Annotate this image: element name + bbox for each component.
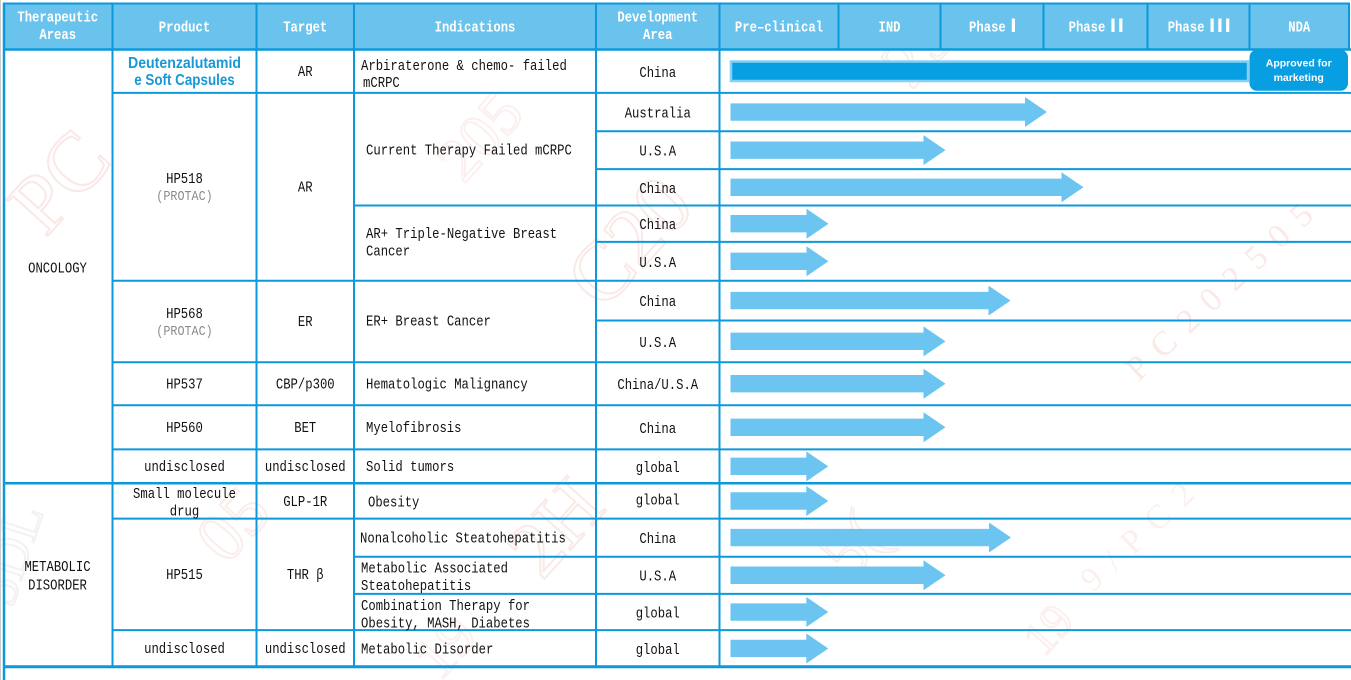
svg-text:global: global: [636, 606, 680, 623]
svg-text:undisclosed: undisclosed: [265, 459, 346, 476]
svg-text:AR: AR: [298, 180, 313, 197]
svg-text:undisclosed: undisclosed: [144, 641, 225, 658]
svg-text:Areas: Areas: [39, 27, 76, 44]
svg-text:Obesity, MASH, Diabetes: Obesity, MASH, Diabetes: [361, 615, 530, 632]
svg-text:Hematologic Malignancy: Hematologic Malignancy: [366, 377, 528, 394]
svg-text:AR: AR: [298, 64, 313, 81]
svg-text:global: global: [636, 493, 680, 510]
svg-text:China/U.S.A: China/U.S.A: [617, 377, 698, 394]
svg-text:marketing: marketing: [1274, 72, 1324, 84]
svg-text:Product: Product: [159, 20, 210, 37]
svg-text:HP515: HP515: [166, 567, 203, 584]
svg-text:CBP/p300: CBP/p300: [276, 377, 335, 394]
svg-text:Therapeutic: Therapeutic: [17, 9, 98, 26]
svg-text:AR+ Triple-Negative Breast: AR+ Triple-Negative Breast: [366, 226, 557, 243]
svg-text:U.S.A: U.S.A: [639, 569, 676, 586]
svg-text:U.S.A: U.S.A: [639, 335, 676, 352]
svg-text:Indications: Indications: [435, 20, 516, 37]
svg-text:Metabolic Associated: Metabolic Associated: [361, 561, 508, 578]
svg-text:Development: Development: [617, 9, 698, 26]
svg-text:HP537: HP537: [166, 377, 203, 394]
svg-text:Area: Area: [643, 27, 672, 44]
svg-text:China: China: [639, 531, 676, 548]
svg-text:(PROTAC): (PROTAC): [156, 190, 212, 205]
svg-text:ER: ER: [298, 314, 313, 331]
svg-text:global: global: [636, 642, 680, 659]
svg-text:Deutenzalutamid: Deutenzalutamid: [128, 55, 241, 72]
svg-text:China: China: [639, 65, 676, 82]
svg-text:e Soft Capsules: e Soft Capsules: [134, 72, 235, 89]
svg-text:BET: BET: [294, 420, 316, 437]
svg-text:Current Therapy Failed mCRPC: Current Therapy Failed mCRPC: [366, 143, 572, 160]
svg-text:Target: Target: [283, 20, 327, 37]
svg-text:ER+ Breast Cancer: ER+ Breast Cancer: [366, 314, 491, 331]
svg-text:China: China: [639, 181, 676, 198]
svg-text:undisclosed: undisclosed: [265, 641, 346, 658]
svg-text:DISORDER: DISORDER: [28, 578, 87, 595]
svg-text:Steatohepatitis: Steatohepatitis: [361, 578, 471, 595]
svg-text:China: China: [639, 217, 676, 234]
svg-text:China: China: [639, 421, 676, 438]
svg-text:global: global: [636, 460, 680, 477]
svg-text:(PROTAC): (PROTAC): [156, 325, 212, 340]
svg-text:Approved for: Approved for: [1266, 57, 1332, 69]
svg-text:U.S.A: U.S.A: [639, 144, 676, 161]
svg-text:Cancer: Cancer: [366, 244, 410, 261]
svg-text:Solid tumors: Solid tumors: [366, 459, 454, 476]
svg-text:GLP-1R: GLP-1R: [283, 494, 327, 511]
svg-text:Phase: Phase: [969, 20, 1006, 37]
svg-text:Small molecule: Small molecule: [133, 486, 236, 503]
svg-text:NDA: NDA: [1288, 20, 1310, 37]
svg-text:Australia: Australia: [625, 106, 691, 123]
svg-text:Combination Therapy for: Combination Therapy for: [361, 598, 530, 615]
svg-text:HP560: HP560: [166, 420, 203, 437]
svg-text:Phase: Phase: [1069, 20, 1106, 37]
svg-text:Arbiraterone & chemo- failed: Arbiraterone & chemo- failed: [361, 58, 567, 75]
svg-text:Pre–clinical: Pre–clinical: [735, 20, 823, 37]
svg-text:drug: drug: [170, 503, 199, 520]
svg-text:U.S.A: U.S.A: [639, 255, 676, 272]
svg-text:China: China: [639, 294, 676, 311]
svg-text:METABOLIC: METABOLIC: [24, 559, 90, 576]
svg-text:Myelofibrosis: Myelofibrosis: [366, 420, 462, 437]
svg-text:Obesity: Obesity: [368, 495, 419, 512]
svg-text:HP568: HP568: [166, 306, 203, 323]
svg-text:mCRPC: mCRPC: [363, 75, 400, 92]
svg-text:THR β: THR β: [287, 567, 324, 584]
svg-text:ONCOLOGY: ONCOLOGY: [28, 260, 87, 277]
svg-text:undisclosed: undisclosed: [144, 459, 225, 476]
svg-text:IND: IND: [879, 20, 901, 37]
svg-text:Phase: Phase: [1168, 20, 1205, 37]
svg-text:Metabolic Disorder: Metabolic Disorder: [361, 642, 493, 659]
svg-text:Nonalcoholic Steatohepatitis: Nonalcoholic Steatohepatitis: [360, 530, 566, 547]
svg-text:HP518: HP518: [166, 171, 203, 188]
